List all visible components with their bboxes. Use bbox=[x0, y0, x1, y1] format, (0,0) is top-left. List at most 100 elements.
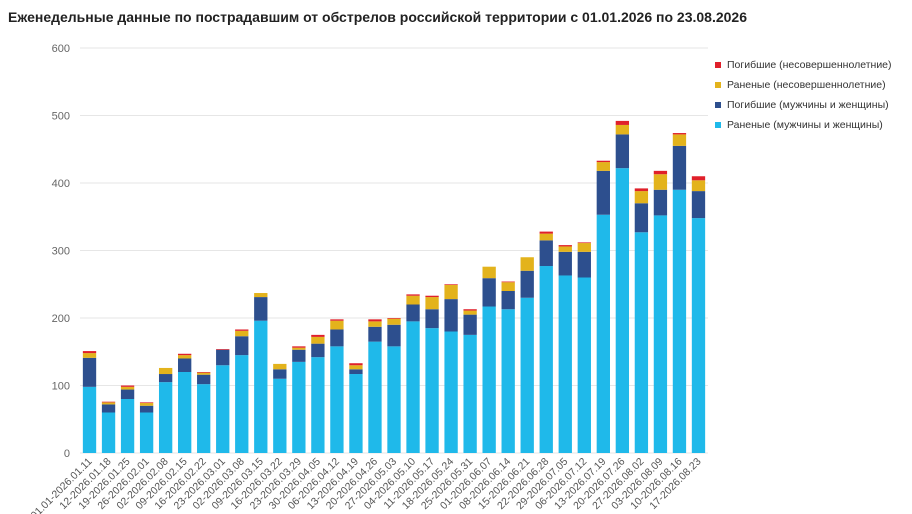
bar-segment bbox=[387, 318, 401, 319]
bar-segment bbox=[596, 170, 610, 215]
y-axis: 0 100 200 300 400 500 600 bbox=[52, 43, 70, 460]
bar-segment bbox=[596, 162, 610, 171]
bar-segment bbox=[101, 402, 116, 405]
bar-segment bbox=[82, 357, 97, 387]
bar-segment bbox=[577, 242, 591, 244]
bar-segment bbox=[653, 215, 668, 453]
bar-segment bbox=[577, 243, 591, 252]
bar-segment bbox=[254, 293, 268, 298]
legend-label: Погибшие (несовершеннолетние) bbox=[727, 59, 892, 71]
y-tick-label: 600 bbox=[52, 43, 70, 55]
legend-item: Раненые (несовершеннолетние) bbox=[715, 75, 892, 95]
bar-segment bbox=[273, 363, 287, 370]
bar-segment bbox=[577, 251, 591, 278]
bar-segment bbox=[615, 124, 630, 135]
bar-segment bbox=[501, 282, 515, 291]
bar-segment bbox=[101, 404, 116, 413]
bar-segment bbox=[425, 309, 439, 329]
bar-segment bbox=[634, 191, 649, 204]
bar-segment bbox=[254, 320, 268, 453]
bar-segment bbox=[444, 284, 458, 300]
y-tick-label: 400 bbox=[52, 178, 70, 190]
bar-segment bbox=[311, 334, 325, 337]
bar-segment bbox=[615, 168, 630, 453]
bar-segment bbox=[120, 385, 135, 387]
bar-segment bbox=[273, 369, 287, 379]
bar-segment bbox=[235, 355, 249, 453]
legend-label: Раненые (мужчины и женщины) bbox=[727, 119, 883, 131]
y-tick-label: 300 bbox=[52, 246, 70, 258]
bar-segment bbox=[349, 369, 363, 375]
bar-segment bbox=[273, 378, 287, 453]
bar-segment bbox=[235, 336, 249, 356]
bar-segment bbox=[558, 246, 572, 252]
bar-segment bbox=[82, 353, 97, 358]
bar-segment bbox=[368, 319, 382, 322]
bar-segment bbox=[368, 321, 382, 327]
bar-segment bbox=[444, 299, 458, 332]
bar-segment bbox=[197, 372, 211, 375]
y-tick-label: 200 bbox=[52, 313, 70, 325]
bar-segment bbox=[292, 349, 306, 362]
bar-segment bbox=[216, 365, 230, 453]
bar-segment bbox=[691, 180, 706, 192]
bar-segment bbox=[292, 346, 306, 348]
legend: Погибшие (несовершеннолетние) Раненые (не… bbox=[715, 55, 892, 135]
legend-label: Раненые (несовершеннолетние) bbox=[727, 79, 886, 91]
bar-segment bbox=[634, 203, 649, 233]
bar-segment bbox=[387, 324, 401, 347]
bar-segment bbox=[330, 346, 344, 453]
bar-segment bbox=[615, 120, 630, 125]
bar-segment bbox=[463, 314, 477, 335]
bar-segment bbox=[482, 266, 496, 279]
bar-segment bbox=[158, 374, 173, 383]
legend-label: Погибшие (мужчины и женщины) bbox=[727, 99, 889, 111]
bar-segment bbox=[406, 304, 420, 322]
bar-segment bbox=[330, 329, 344, 347]
bar-segment bbox=[139, 412, 154, 453]
chart-title: Еженедельные данные по пострадавшим от о… bbox=[8, 9, 747, 25]
legend-swatch bbox=[715, 82, 721, 88]
bar-segment bbox=[653, 170, 668, 175]
bar-segment bbox=[311, 343, 325, 358]
bar-segment bbox=[444, 331, 458, 453]
bar-segment bbox=[292, 361, 306, 453]
bar-segment bbox=[634, 232, 649, 453]
bar-segment bbox=[596, 160, 610, 163]
y-tick-label: 500 bbox=[52, 111, 70, 123]
bar-segment bbox=[349, 365, 363, 370]
bar-segment bbox=[520, 297, 534, 453]
bar-segment bbox=[539, 233, 553, 241]
bar-segment bbox=[615, 134, 630, 169]
bar-segment bbox=[292, 347, 306, 350]
legend-swatch bbox=[715, 122, 721, 128]
bar-segment bbox=[178, 355, 192, 359]
bar-segment bbox=[330, 319, 344, 321]
bar-segment bbox=[501, 309, 515, 453]
bars bbox=[82, 120, 706, 453]
bar-segment bbox=[634, 188, 649, 192]
bar-segment bbox=[178, 358, 192, 372]
legend-swatch bbox=[715, 102, 721, 108]
bar-segment bbox=[558, 245, 572, 247]
bar-segment bbox=[520, 270, 534, 298]
bar-segment bbox=[672, 134, 687, 146]
bar-segment bbox=[482, 278, 496, 307]
bar-segment bbox=[463, 309, 477, 311]
y-tick-label: 0 bbox=[64, 448, 70, 460]
bar-segment bbox=[425, 297, 439, 310]
bar-segment bbox=[558, 275, 572, 453]
bar-segment bbox=[235, 329, 249, 331]
bar-segment bbox=[596, 214, 610, 453]
bar-segment bbox=[330, 320, 344, 330]
bar-segment bbox=[463, 334, 477, 453]
bar-segment bbox=[120, 386, 135, 390]
bar-segment bbox=[139, 403, 154, 406]
bar-segment bbox=[178, 353, 192, 356]
bar-segment bbox=[254, 297, 268, 321]
bar-segment bbox=[216, 349, 230, 350]
bar-segment bbox=[139, 405, 154, 413]
legend-swatch bbox=[715, 62, 721, 68]
bar-segment bbox=[691, 176, 706, 181]
